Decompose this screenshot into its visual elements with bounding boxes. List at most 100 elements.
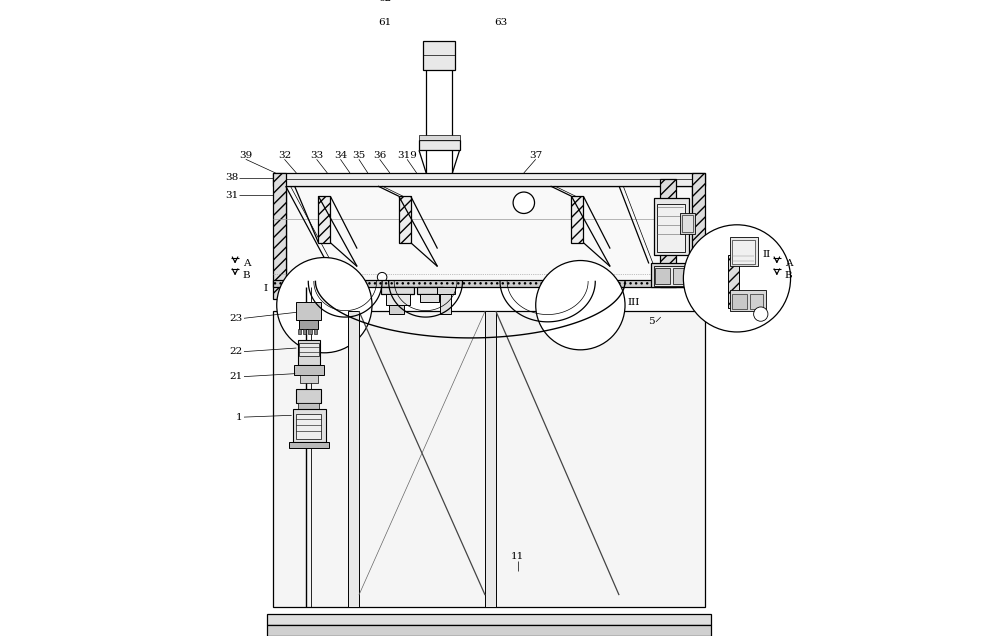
Bar xyxy=(296,302,321,320)
Bar xyxy=(573,301,582,310)
Text: 21: 21 xyxy=(230,372,243,381)
Bar xyxy=(750,294,763,310)
Text: 38: 38 xyxy=(225,173,238,182)
Circle shape xyxy=(324,273,334,282)
Bar xyxy=(296,414,321,439)
Bar xyxy=(401,12,478,25)
Bar xyxy=(296,389,321,403)
Bar xyxy=(599,301,608,310)
Text: II: II xyxy=(762,250,770,259)
Text: 62: 62 xyxy=(378,0,392,3)
Bar xyxy=(273,173,705,186)
Text: A: A xyxy=(785,259,792,268)
Text: 319: 319 xyxy=(397,150,417,160)
Bar xyxy=(289,442,329,448)
Bar xyxy=(655,268,670,284)
Circle shape xyxy=(514,8,526,20)
Bar xyxy=(293,301,302,310)
Bar xyxy=(267,614,711,625)
Circle shape xyxy=(277,257,372,353)
Text: A: A xyxy=(243,259,250,268)
Bar xyxy=(730,237,758,266)
Text: 36: 36 xyxy=(373,150,386,160)
Bar xyxy=(290,287,332,301)
Bar xyxy=(381,287,414,294)
Bar xyxy=(273,173,286,299)
Text: 37: 37 xyxy=(529,150,542,160)
Bar xyxy=(298,340,320,365)
Bar xyxy=(273,311,705,607)
Bar xyxy=(399,196,411,243)
Bar xyxy=(692,173,705,299)
Bar xyxy=(440,294,451,314)
Bar xyxy=(299,343,319,356)
Bar xyxy=(651,264,692,287)
Bar xyxy=(267,625,711,636)
Bar xyxy=(437,287,455,294)
Bar xyxy=(673,268,686,284)
Bar xyxy=(401,25,478,34)
Text: 35: 35 xyxy=(352,150,366,160)
Bar xyxy=(294,365,324,375)
Circle shape xyxy=(754,307,768,321)
Bar xyxy=(319,301,328,310)
Bar xyxy=(730,290,766,311)
Text: 22: 22 xyxy=(230,347,243,356)
Circle shape xyxy=(683,225,791,332)
Bar xyxy=(732,294,747,310)
Text: 31: 31 xyxy=(225,190,238,199)
Text: 34: 34 xyxy=(334,150,347,160)
Text: 39: 39 xyxy=(239,150,252,160)
Bar xyxy=(654,266,688,285)
Bar xyxy=(396,0,482,17)
Bar xyxy=(303,329,306,334)
Bar xyxy=(682,215,693,232)
Bar xyxy=(308,329,312,334)
Text: 61: 61 xyxy=(378,18,392,27)
Circle shape xyxy=(377,273,387,282)
Text: I: I xyxy=(263,284,267,293)
Text: B: B xyxy=(785,271,792,280)
Text: 23: 23 xyxy=(230,314,243,323)
Bar xyxy=(273,280,705,287)
Bar xyxy=(419,140,460,150)
Bar xyxy=(419,135,460,140)
Bar xyxy=(314,329,317,334)
Bar xyxy=(386,294,410,305)
Bar xyxy=(680,213,695,234)
Bar xyxy=(318,196,330,243)
Bar xyxy=(586,301,595,310)
Bar xyxy=(420,294,439,302)
Bar xyxy=(660,179,676,287)
Bar xyxy=(417,287,443,294)
Bar xyxy=(732,240,755,264)
Bar xyxy=(485,311,496,607)
Bar xyxy=(657,204,685,252)
Circle shape xyxy=(536,261,625,350)
Bar xyxy=(654,198,689,255)
Bar xyxy=(298,329,301,334)
Bar xyxy=(348,311,359,607)
Bar xyxy=(423,41,455,70)
Bar xyxy=(299,320,318,329)
Bar xyxy=(306,301,315,310)
Circle shape xyxy=(513,192,535,213)
Text: 1: 1 xyxy=(236,413,243,422)
Bar xyxy=(293,410,326,442)
Bar xyxy=(286,186,692,282)
Bar xyxy=(298,403,319,410)
Bar xyxy=(300,375,318,383)
Bar xyxy=(424,9,454,15)
Bar xyxy=(728,255,739,308)
Text: 5: 5 xyxy=(648,317,655,326)
Bar xyxy=(389,305,404,314)
Bar xyxy=(396,0,482,1)
Text: B: B xyxy=(243,271,250,280)
Text: 33: 33 xyxy=(310,150,323,160)
Text: 63: 63 xyxy=(494,18,507,27)
Text: 32: 32 xyxy=(278,150,291,160)
Text: III: III xyxy=(627,297,640,306)
Bar xyxy=(570,287,612,301)
Text: 11: 11 xyxy=(511,552,524,561)
Bar xyxy=(571,196,583,243)
